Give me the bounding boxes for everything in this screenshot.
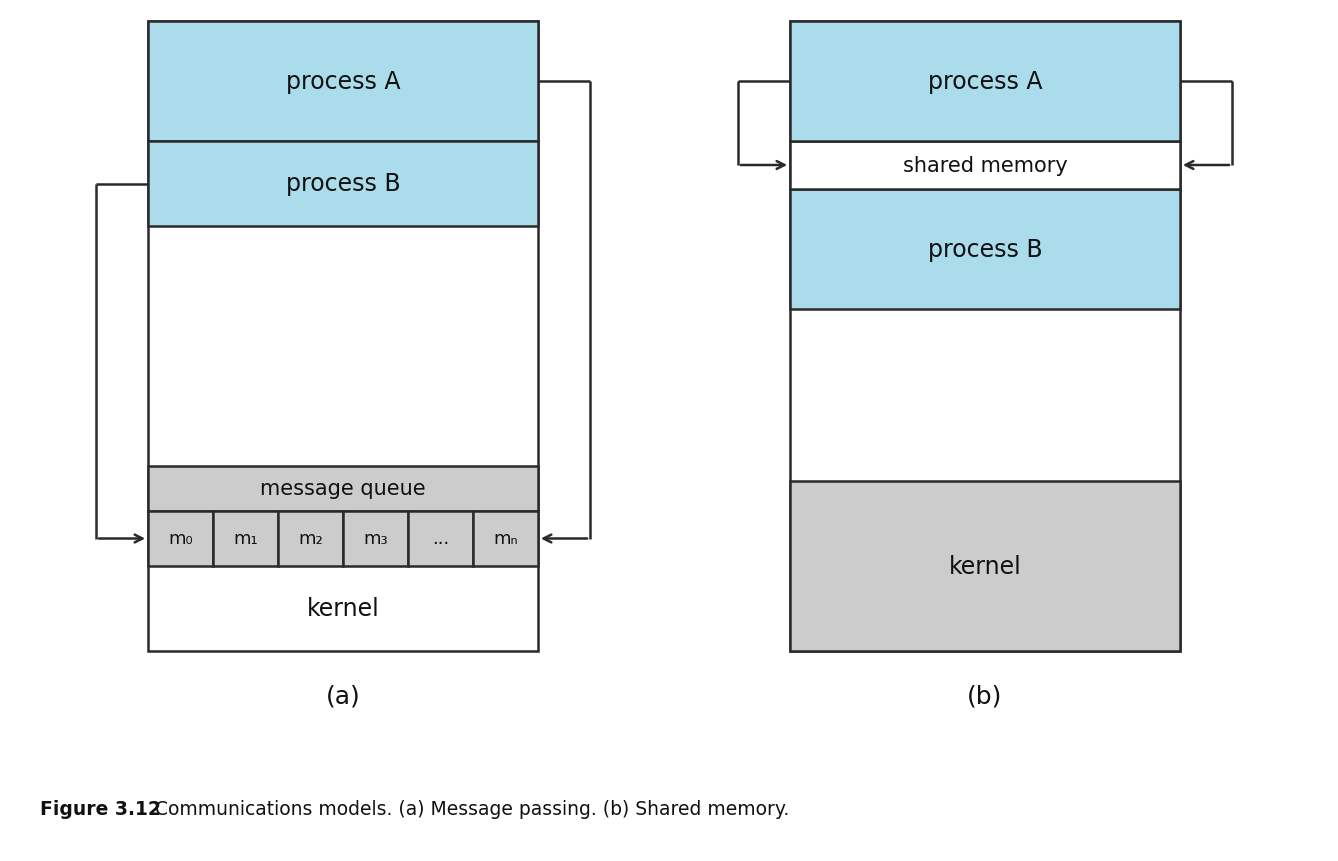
- Bar: [149, 22, 538, 651]
- Text: shared memory: shared memory: [903, 156, 1068, 176]
- Bar: [149, 467, 538, 511]
- Bar: [343, 511, 408, 567]
- Text: Communications models. (a) Message passing. (b) Shared memory.: Communications models. (a) Message passi…: [155, 800, 789, 819]
- Text: m₁: m₁: [233, 530, 258, 548]
- Bar: [278, 511, 343, 567]
- Bar: [149, 142, 538, 226]
- Text: Figure 3.12: Figure 3.12: [40, 800, 161, 819]
- Text: m₀: m₀: [169, 530, 193, 548]
- Bar: [789, 142, 1180, 189]
- Text: m₂: m₂: [298, 530, 322, 548]
- Text: process B: process B: [927, 238, 1042, 262]
- Bar: [789, 22, 1180, 142]
- Bar: [149, 22, 538, 142]
- Text: (b): (b): [967, 684, 1002, 709]
- Text: process A: process A: [927, 70, 1042, 94]
- Text: kernel: kernel: [306, 597, 380, 621]
- Text: process B: process B: [286, 172, 400, 196]
- Text: ...: ...: [432, 530, 450, 548]
- Text: message queue: message queue: [260, 479, 425, 499]
- Text: process A: process A: [286, 70, 400, 94]
- Bar: [789, 189, 1180, 310]
- Text: m₃: m₃: [363, 530, 388, 548]
- Bar: [408, 511, 474, 567]
- Bar: [213, 511, 278, 567]
- Bar: [149, 511, 213, 567]
- Text: (a): (a): [325, 684, 360, 709]
- Bar: [789, 22, 1180, 651]
- Bar: [789, 481, 1180, 651]
- Text: kernel: kernel: [949, 554, 1021, 579]
- Bar: [474, 511, 538, 567]
- Text: mₙ: mₙ: [494, 530, 518, 548]
